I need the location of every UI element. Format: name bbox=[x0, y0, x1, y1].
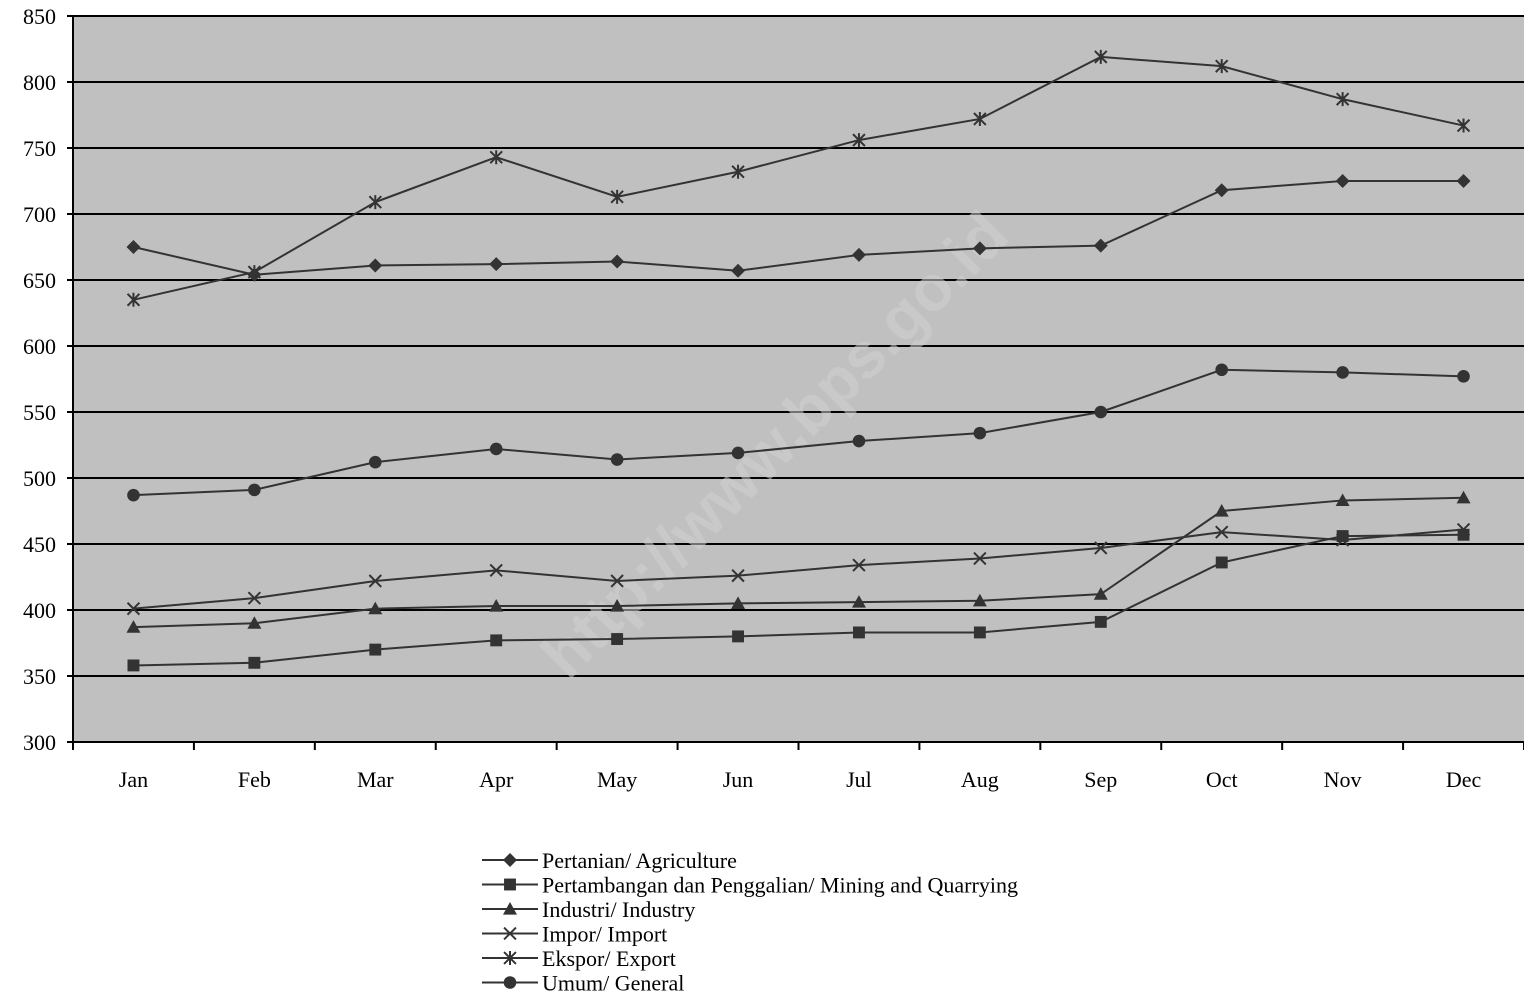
legend-label: Industri/ Industry bbox=[542, 897, 695, 922]
x-tick-label-may: May bbox=[597, 767, 637, 792]
x-tick-label-sep: Sep bbox=[1084, 767, 1117, 792]
legend-item: Impor/ Import bbox=[482, 922, 667, 947]
data-point bbox=[1336, 366, 1349, 379]
data-point bbox=[248, 484, 261, 497]
legend-label: Umum/ General bbox=[542, 971, 684, 996]
y-tick-label: 300 bbox=[23, 730, 56, 755]
legend-item: Umum/ General bbox=[482, 971, 684, 996]
data-point bbox=[611, 633, 623, 645]
x-tick-label-dec: Dec bbox=[1446, 767, 1482, 792]
data-point bbox=[248, 657, 260, 669]
y-tick-label: 650 bbox=[23, 268, 56, 293]
x-tick-label-jul: Jul bbox=[846, 767, 872, 792]
legend-item: Ekspor/ Export bbox=[482, 946, 676, 971]
x-tick-label-jan: Jan bbox=[119, 767, 148, 792]
y-tick-label: 700 bbox=[23, 202, 56, 227]
data-point bbox=[1095, 616, 1107, 628]
y-tick-label: 400 bbox=[23, 598, 56, 623]
data-point bbox=[369, 456, 382, 469]
y-tick-label: 550 bbox=[23, 400, 56, 425]
y-tick-label: 850 bbox=[23, 4, 56, 29]
data-point bbox=[974, 626, 986, 638]
x-tick-label-jun: Jun bbox=[723, 767, 754, 792]
data-point bbox=[1457, 370, 1470, 383]
legend-item: Pertanian/ Agriculture bbox=[482, 848, 737, 873]
legend-item: Industri/ Industry bbox=[482, 897, 695, 922]
x-tick-label-aug: Aug bbox=[961, 767, 999, 792]
legend-marker bbox=[504, 879, 516, 891]
data-point bbox=[611, 453, 624, 466]
data-point bbox=[732, 447, 745, 460]
x-tick-label-mar: Mar bbox=[357, 767, 394, 792]
data-point bbox=[127, 489, 140, 502]
data-point bbox=[1094, 406, 1107, 419]
y-tick-label: 350 bbox=[23, 664, 56, 689]
x-tick-label-oct: Oct bbox=[1206, 767, 1238, 792]
data-point bbox=[1215, 363, 1228, 376]
legend: Pertanian/ AgriculturePertambangan dan P… bbox=[482, 848, 1018, 996]
x-tick-label-feb: Feb bbox=[238, 767, 271, 792]
legend-label: Ekspor/ Export bbox=[542, 946, 676, 971]
data-point bbox=[974, 427, 987, 440]
data-point bbox=[490, 634, 502, 646]
legend-label: Pertambangan dan Penggalian/ Mining and … bbox=[542, 873, 1018, 898]
legend-label: Pertanian/ Agriculture bbox=[542, 848, 737, 873]
data-point bbox=[1216, 557, 1228, 569]
y-tick-label: 450 bbox=[23, 532, 56, 557]
data-point bbox=[853, 626, 865, 638]
legend-item: Pertambangan dan Penggalian/ Mining and … bbox=[482, 873, 1018, 898]
data-point bbox=[128, 659, 140, 671]
y-tick-label: 600 bbox=[23, 334, 56, 359]
legend-marker bbox=[503, 853, 517, 867]
y-tick-label: 800 bbox=[23, 70, 56, 95]
legend-marker bbox=[504, 976, 517, 989]
x-tick-label-apr: Apr bbox=[479, 767, 514, 792]
data-point bbox=[369, 644, 381, 656]
y-tick-label: 500 bbox=[23, 466, 56, 491]
x-tick-label-nov: Nov bbox=[1324, 767, 1362, 792]
data-point bbox=[732, 630, 744, 642]
data-point bbox=[490, 443, 503, 456]
data-point bbox=[853, 435, 866, 448]
y-tick-label: 750 bbox=[23, 136, 56, 161]
legend-label: Impor/ Import bbox=[542, 922, 667, 947]
